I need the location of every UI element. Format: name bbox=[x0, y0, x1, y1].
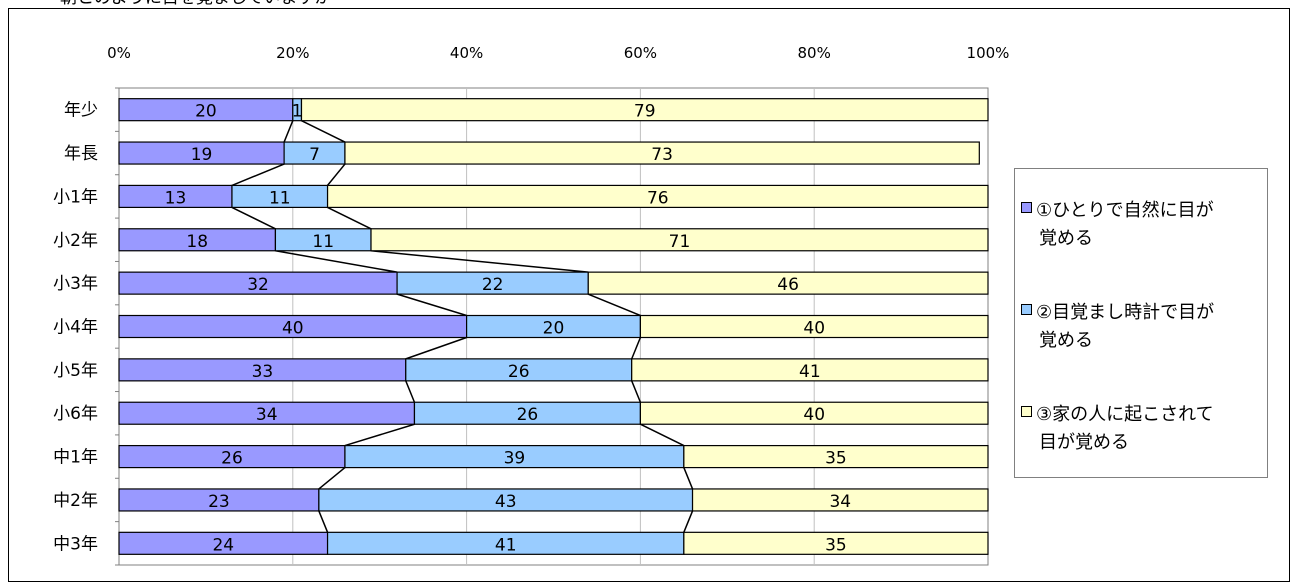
legend-label-line1: ①ひとりで自然に目が bbox=[1036, 200, 1214, 221]
series-connector-line bbox=[396, 293, 467, 317]
bar-segment bbox=[370, 228, 989, 252]
value-label: 71 bbox=[669, 232, 691, 252]
category-label: 小5年 bbox=[53, 361, 98, 381]
value-label: 43 bbox=[495, 492, 517, 512]
x-tick-label: 20% bbox=[276, 44, 309, 62]
value-label: 34 bbox=[256, 405, 278, 425]
value-label: 73 bbox=[651, 145, 673, 165]
value-label: 11 bbox=[269, 188, 291, 208]
series-connector-line bbox=[683, 467, 694, 490]
series-connector-line bbox=[344, 423, 415, 447]
legend-swatch-self-wake bbox=[1021, 202, 1032, 213]
value-label: 35 bbox=[825, 449, 847, 469]
chart-title: 朝とのように目を覚ましていますか bbox=[60, 0, 331, 8]
chart-plot: 0% 20% 40% 60% 80% 100% 年少 20 1 79 年長 19 7 73 小1年 13 11 7… bbox=[53, 44, 1010, 566]
value-label: 41 bbox=[799, 362, 821, 382]
bar-segment bbox=[639, 401, 989, 425]
legend-swatch-family-wake bbox=[1021, 406, 1032, 417]
category-label: 年少 bbox=[64, 101, 98, 121]
value-label: 26 bbox=[221, 449, 243, 469]
series-connector-line bbox=[231, 163, 285, 187]
value-label: 40 bbox=[803, 319, 825, 339]
value-label: 18 bbox=[186, 232, 208, 252]
value-label: 41 bbox=[495, 535, 517, 555]
x-tick-label: 60% bbox=[624, 44, 657, 62]
value-label: 26 bbox=[508, 362, 530, 382]
bar-segment bbox=[587, 271, 989, 295]
legend-swatch-alarm-clock bbox=[1021, 304, 1032, 315]
legend-item-family-wake: ③家の人に起こされて 目が覚める bbox=[1021, 401, 1263, 457]
series-connector-line bbox=[405, 380, 416, 403]
value-label: 40 bbox=[282, 319, 304, 339]
x-tick-label: 100% bbox=[967, 44, 1010, 62]
series-connector-line bbox=[640, 423, 685, 447]
x-tick-label: 80% bbox=[798, 44, 831, 62]
value-label: 33 bbox=[252, 362, 274, 382]
category-label: 年長 bbox=[64, 144, 98, 164]
category-label: 中2年 bbox=[53, 491, 98, 511]
x-tick-label: 40% bbox=[450, 44, 483, 62]
value-label: 26 bbox=[517, 405, 539, 425]
value-label: 19 bbox=[191, 145, 213, 165]
legend-label-line2: 覚める bbox=[1039, 330, 1093, 351]
series-connector-line bbox=[405, 336, 467, 360]
category-label: 中3年 bbox=[53, 534, 98, 554]
value-label: 32 bbox=[247, 275, 269, 295]
series-connector-line bbox=[327, 206, 372, 230]
legend: ①ひとりで自然に目が 覚める ②目覚まし時計で目が 覚める ③家の人に起こされて… bbox=[1014, 168, 1268, 478]
series-connector-line bbox=[283, 120, 294, 143]
value-label: 76 bbox=[647, 188, 669, 208]
series-connector-line bbox=[683, 510, 694, 533]
bar-segment bbox=[691, 488, 989, 512]
series-connector-line bbox=[631, 337, 642, 360]
value-label: 79 bbox=[634, 102, 656, 122]
series-connector-line bbox=[231, 206, 276, 230]
chart-title-strip: 朝とのように目を覚ましていますか bbox=[0, 0, 1295, 8]
series-connector-line bbox=[301, 120, 346, 143]
category-label: 中1年 bbox=[53, 448, 98, 468]
legend-label-line2: 目が覚める bbox=[1039, 432, 1129, 453]
category-label: 小6年 bbox=[53, 404, 98, 424]
category-label: 小4年 bbox=[53, 318, 98, 338]
category-label: 小1年 bbox=[53, 187, 98, 207]
value-label: 23 bbox=[208, 492, 230, 512]
legend-label-line2: 覚める bbox=[1039, 228, 1093, 249]
value-label: 35 bbox=[825, 535, 847, 555]
value-label: 20 bbox=[543, 319, 565, 339]
value-label: 40 bbox=[803, 405, 825, 425]
bar-segment bbox=[326, 184, 989, 209]
value-label: 46 bbox=[777, 275, 799, 295]
series-connector-line bbox=[318, 467, 346, 490]
category-label: 小3年 bbox=[53, 274, 98, 294]
value-label: 39 bbox=[504, 449, 526, 469]
legend-item-alarm-clock: ②目覚まし時計で目が 覚める bbox=[1021, 299, 1263, 355]
x-tick-label: 0% bbox=[107, 44, 131, 62]
value-label: 22 bbox=[482, 275, 504, 295]
bar-segment bbox=[300, 98, 989, 122]
value-label: 20 bbox=[195, 102, 217, 122]
value-label: 24 bbox=[212, 535, 234, 555]
value-label: 1 bbox=[292, 102, 303, 122]
series-connector-line bbox=[318, 510, 329, 533]
legend-label-line1: ②目覚まし時計で目が bbox=[1036, 302, 1215, 323]
bar-segment bbox=[683, 444, 989, 469]
series-connector-line bbox=[631, 380, 642, 403]
value-label: 11 bbox=[312, 232, 334, 252]
bar-segment bbox=[344, 141, 980, 165]
bar-segment bbox=[631, 358, 989, 382]
value-label: 7 bbox=[309, 145, 320, 165]
legend-label-line1: ③家の人に起こされて bbox=[1036, 404, 1214, 425]
series-connector-line bbox=[275, 250, 398, 273]
value-label: 34 bbox=[829, 492, 851, 512]
series-connector-line bbox=[587, 293, 641, 317]
bar-segment bbox=[683, 531, 989, 555]
category-label: 小2年 bbox=[53, 231, 98, 251]
series-connector-line bbox=[370, 250, 589, 273]
legend-item-self-wake: ①ひとりで自然に目が 覚める bbox=[1021, 197, 1263, 253]
series-connector-line bbox=[326, 163, 346, 186]
value-label: 13 bbox=[165, 188, 187, 208]
bar-segment bbox=[639, 314, 989, 339]
